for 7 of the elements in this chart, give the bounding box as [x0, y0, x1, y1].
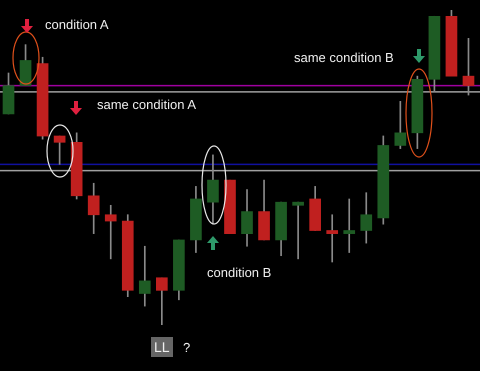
annotation: same condition B: [294, 50, 394, 65]
annotation: same condition A: [97, 97, 196, 112]
text: LL: [151, 337, 173, 357]
candlestick: [462, 38, 474, 96]
text: ?: [183, 340, 190, 355]
annotation: condition A: [45, 17, 109, 32]
annotation: condition B: [207, 265, 272, 280]
